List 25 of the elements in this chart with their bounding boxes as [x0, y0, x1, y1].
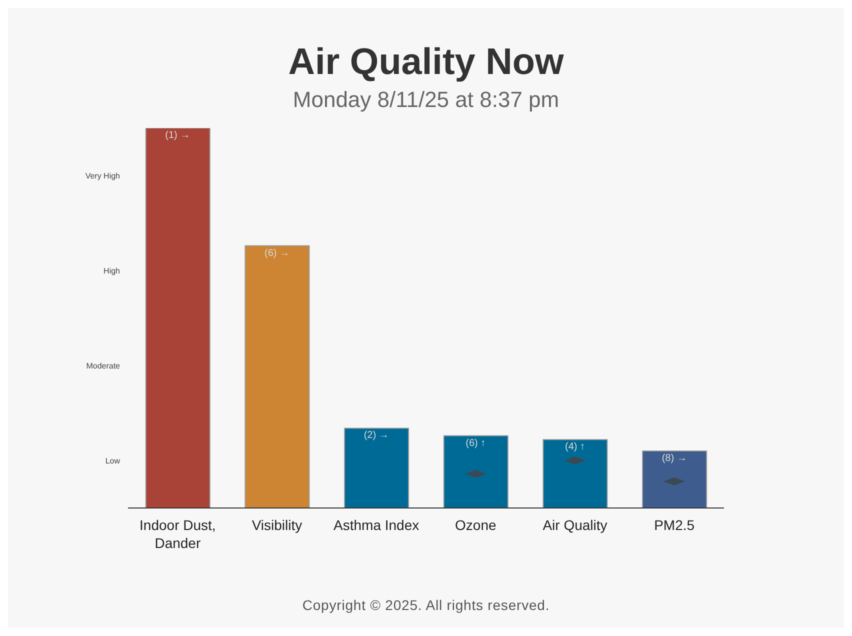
text: Low [105, 456, 120, 466]
bar [344, 428, 410, 508]
bar [542, 439, 608, 508]
bar [443, 435, 508, 508]
text: Very High [85, 172, 120, 180]
chart-subtitle: Monday 8/11/25 at 8:37 pm [292, 86, 560, 114]
annotation: (6) ↑ [466, 438, 486, 449]
x-tick-label: PM2.5 [654, 517, 695, 533]
text: High [104, 266, 120, 276]
bar [244, 245, 310, 508]
annotation: (4) ↑ [565, 442, 585, 453]
x-tick-label: Ozone [455, 517, 497, 533]
annotation: (1) → [165, 130, 190, 141]
text: Moderate [86, 362, 121, 370]
annotation: (6) → [264, 248, 290, 259]
x-tick-label: Air Quality [542, 517, 608, 533]
x-tick-label: Asthma Index [334, 517, 420, 533]
annotation: (8) → [662, 453, 687, 464]
x-tick-label: Visibility [252, 517, 302, 533]
x-tick-label: Indoor Dust, Dander [140, 517, 216, 551]
text: Copyright © 2025. All rights reserved. [301, 597, 551, 613]
bar [145, 128, 210, 508]
bar [642, 450, 708, 508]
annotation: (2) → [364, 430, 389, 442]
chart-title: Air Quality Now [287, 40, 565, 84]
